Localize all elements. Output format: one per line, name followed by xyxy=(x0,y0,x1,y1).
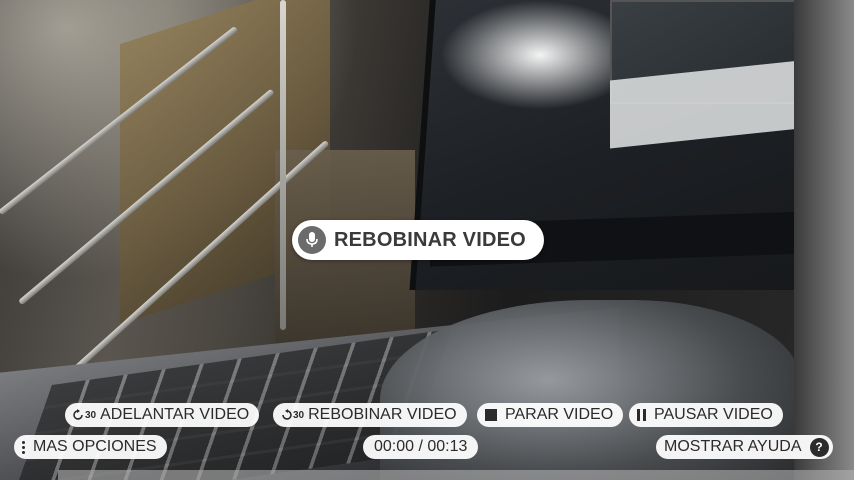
voice-command-text: REBOBINAR VIDEO xyxy=(334,228,526,251)
playback-time-text: 00:00 / 00:13 xyxy=(374,438,468,455)
forward-video-button[interactable]: 30 ADELANTAR VIDEO xyxy=(65,403,260,427)
rewind-30-icon: 30 xyxy=(281,409,304,421)
playback-time: 00:00 / 00:13 xyxy=(363,435,479,459)
stop-video-label: PARAR VIDEO xyxy=(505,406,614,423)
more-vertical-icon xyxy=(22,440,25,454)
rewind-video-button[interactable]: 30 REBOBINAR VIDEO xyxy=(273,403,467,427)
pause-video-label: PAUSAR VIDEO xyxy=(654,406,773,423)
forward-30-icon: 30 xyxy=(73,409,96,421)
show-help-label: MOSTRAR AYUDA xyxy=(664,438,802,455)
pause-icon xyxy=(637,409,646,421)
pause-video-button[interactable]: PAUSAR VIDEO xyxy=(629,403,783,427)
show-help-button[interactable]: MOSTRAR AYUDA ? xyxy=(656,435,833,459)
more-options-button[interactable]: MAS OPCIONES xyxy=(14,435,167,459)
more-options-label: MAS OPCIONES xyxy=(33,438,157,455)
stop-video-button[interactable]: PARAR VIDEO xyxy=(477,403,624,427)
rewind-video-label: REBOBINAR VIDEO xyxy=(308,406,457,423)
voice-command-indicator: REBOBINAR VIDEO xyxy=(292,220,544,260)
microphone-icon xyxy=(298,226,326,254)
forward-video-label: ADELANTAR VIDEO xyxy=(100,406,250,423)
stop-icon xyxy=(485,409,497,421)
help-icon: ? xyxy=(809,437,829,457)
